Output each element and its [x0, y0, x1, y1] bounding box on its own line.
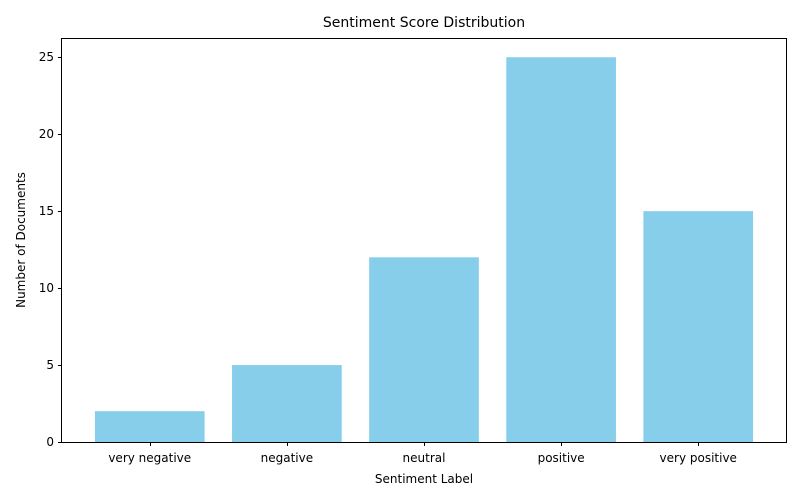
bar-positive — [506, 57, 616, 442]
x-axis: very negative negative neutral positive very… — [108, 442, 737, 465]
bars-group — [94, 57, 754, 442]
plot-frame — [61, 38, 787, 443]
y-tick-label: 20 — [39, 127, 54, 141]
x-tick-label: very negative — [108, 451, 191, 465]
y-tick-label: 5 — [46, 358, 54, 372]
y-tick-label: 0 — [46, 435, 54, 449]
x-tick-label: positive — [538, 451, 585, 465]
x-tick-label: negative — [261, 451, 313, 465]
x-tick-label: very positive — [660, 451, 737, 465]
y-axis: 0 5 10 15 20 25 — [39, 50, 62, 449]
bar-very-positive — [643, 211, 754, 442]
chart-title: Sentiment Score Distribution — [323, 15, 525, 31]
bar-negative — [232, 365, 342, 442]
y-tick-label: 25 — [39, 50, 54, 64]
y-tick-label: 15 — [39, 204, 54, 218]
x-axis-label: Sentiment Label — [375, 472, 473, 486]
y-tick-label: 10 — [39, 281, 54, 295]
bar-neutral — [369, 257, 479, 442]
bar-very-negative — [94, 411, 205, 442]
x-tick-label: neutral — [403, 451, 446, 465]
y-axis-label: Number of Documents — [14, 172, 28, 308]
